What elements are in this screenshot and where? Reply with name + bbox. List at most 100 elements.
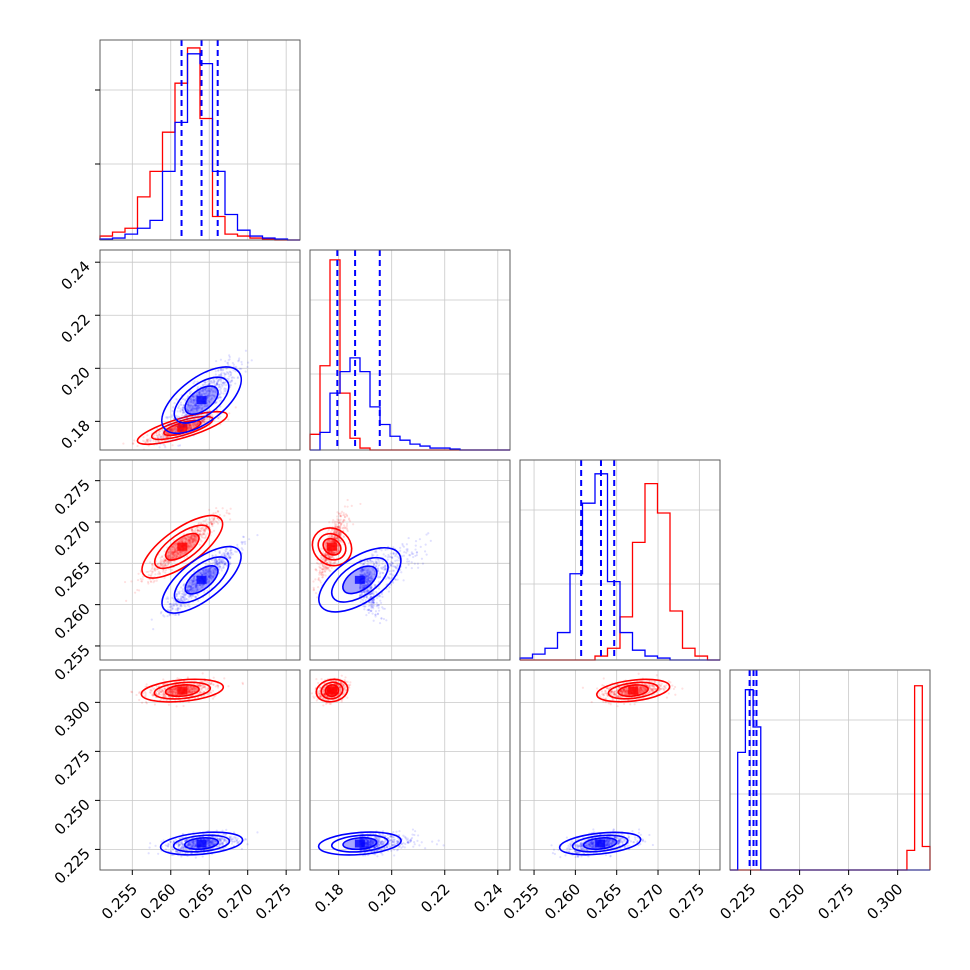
blue-sample (200, 574, 204, 577)
red-sample (167, 561, 170, 564)
blue-sample (230, 380, 234, 383)
blue-sample (215, 401, 218, 405)
red-sample (343, 514, 346, 517)
blue-sample (208, 401, 211, 404)
red-sample (200, 535, 203, 538)
red-sample (202, 690, 206, 693)
blue-sample (202, 570, 205, 573)
red-sample (157, 440, 160, 443)
blue-sample (187, 585, 190, 589)
blue-sample (404, 566, 408, 569)
blue-sample (358, 587, 362, 590)
blue-histogram-1 (310, 357, 510, 451)
blue-sample (361, 573, 364, 577)
red-sample (201, 672, 204, 675)
red-sample (184, 541, 187, 544)
red-sample (187, 685, 190, 689)
blue-sample (192, 586, 195, 589)
red-sample (173, 550, 176, 554)
red-sample (324, 570, 327, 573)
red-sample (204, 536, 207, 539)
red-sample (168, 551, 171, 554)
blue-sample (194, 403, 197, 406)
blue-sample (366, 578, 370, 581)
red-sample (189, 536, 192, 539)
red-sample (331, 552, 334, 555)
red-sample (189, 687, 192, 690)
red-sample (184, 538, 187, 541)
blue-sample (212, 569, 215, 572)
blue-sample (200, 389, 204, 393)
red-sample (334, 560, 337, 564)
red-sample (170, 688, 174, 691)
blue-sample (195, 407, 198, 410)
red-sample (327, 566, 331, 569)
red-sample (190, 541, 193, 544)
blue-sample (186, 589, 189, 592)
red-sample (202, 685, 205, 688)
blue-sample (372, 562, 375, 565)
red-sample (194, 530, 197, 533)
blue-sample (166, 614, 169, 618)
red-sample (193, 538, 196, 542)
blue-sample (208, 389, 211, 393)
blue-sample (372, 554, 375, 557)
red-sample (193, 540, 196, 543)
blue-sample (201, 583, 204, 586)
blue-sample (369, 570, 372, 573)
blue-sample (218, 393, 221, 396)
red-sample (167, 554, 170, 557)
blue-sample (192, 589, 195, 592)
red-sample (151, 570, 154, 573)
blue-sample (181, 408, 184, 411)
blue-sample (223, 387, 226, 390)
blue-sample (216, 563, 219, 566)
blue-sample (232, 369, 235, 372)
red-sample (192, 535, 196, 538)
red-sample (323, 559, 326, 562)
blue-sample (382, 617, 386, 621)
red-sample (186, 686, 190, 690)
blue-sample (193, 401, 196, 404)
red-sample (217, 417, 220, 420)
red-sample (330, 561, 333, 564)
blue-sample (368, 588, 371, 591)
red-sample (202, 519, 205, 523)
red-sample (154, 568, 157, 571)
blue-sample (188, 584, 191, 588)
blue-sample (176, 597, 179, 600)
red-sample (187, 541, 190, 544)
blue-sample (368, 593, 372, 596)
blue-sample (214, 560, 217, 564)
red-sample (194, 536, 197, 539)
blue-sample (371, 555, 374, 558)
red-sample (185, 537, 188, 541)
blue-sample (367, 604, 370, 607)
blue-sample (197, 407, 200, 410)
blue-sample (182, 593, 185, 596)
blue-sample (206, 577, 209, 580)
red-sample (188, 540, 192, 543)
red-sample (144, 441, 147, 444)
blue-sample (359, 585, 362, 588)
red-sample (335, 550, 338, 553)
blue-sample (195, 403, 198, 406)
blue-sample (223, 562, 226, 565)
red-sample (190, 426, 193, 430)
red-sample (212, 683, 215, 686)
blue-sample (362, 573, 365, 576)
blue-sample (372, 607, 375, 610)
red-sample (161, 555, 164, 558)
red-sample (330, 551, 333, 554)
blue-sample (173, 599, 176, 602)
red-sample (167, 556, 170, 559)
red-sample (170, 427, 173, 431)
blue-sample (214, 373, 217, 376)
blue-sample (366, 590, 369, 593)
blue-sample (374, 560, 377, 563)
red-sample (174, 692, 177, 695)
blue-sample (201, 586, 204, 589)
red-sample (158, 573, 162, 576)
blue-sample (192, 396, 195, 399)
red-sample (136, 444, 139, 448)
